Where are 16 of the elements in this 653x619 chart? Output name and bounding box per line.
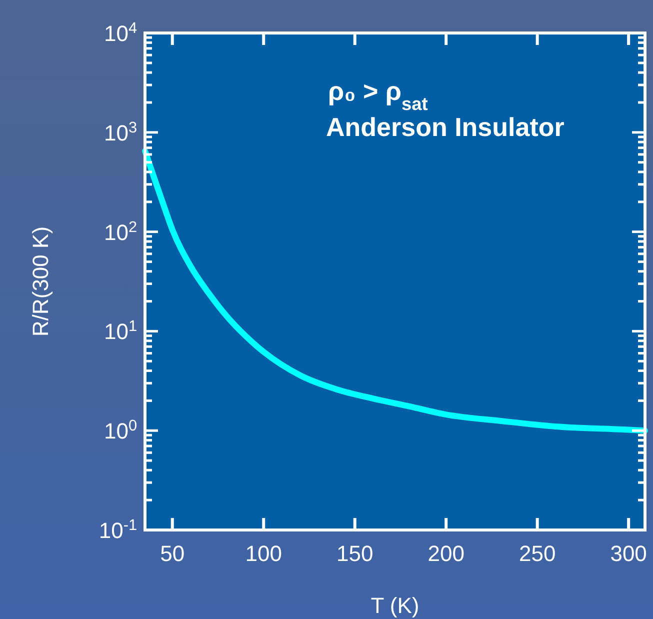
y-tick-label: 10$^{4}$: [104, 20, 138, 46]
x-tick-label: 200: [428, 541, 464, 566]
x-tick-label: 250: [518, 541, 556, 566]
x-tick-label: 100: [245, 541, 282, 566]
x-tick-label: 150: [336, 541, 374, 566]
y-tick-label: 10$^{0}$: [104, 417, 137, 444]
x-tick-label: 50: [160, 541, 185, 566]
y-tick-label: 10$^{3}$: [104, 118, 137, 146]
y-axis-title: R/R(300 K): [28, 226, 53, 337]
annotation: Anderson Insulator: [326, 112, 564, 142]
y-tick-label: 10$^{1}$: [104, 318, 137, 344]
y-tick-label: 10$^{2}$: [104, 218, 137, 245]
x-tick-label: 300: [610, 541, 647, 566]
annotation: ρ₀ > ρ$_{sat}$: [328, 76, 428, 114]
x-axis-title: T (K): [370, 593, 420, 618]
y-tick-label: 10$^{-1}$: [98, 516, 137, 543]
